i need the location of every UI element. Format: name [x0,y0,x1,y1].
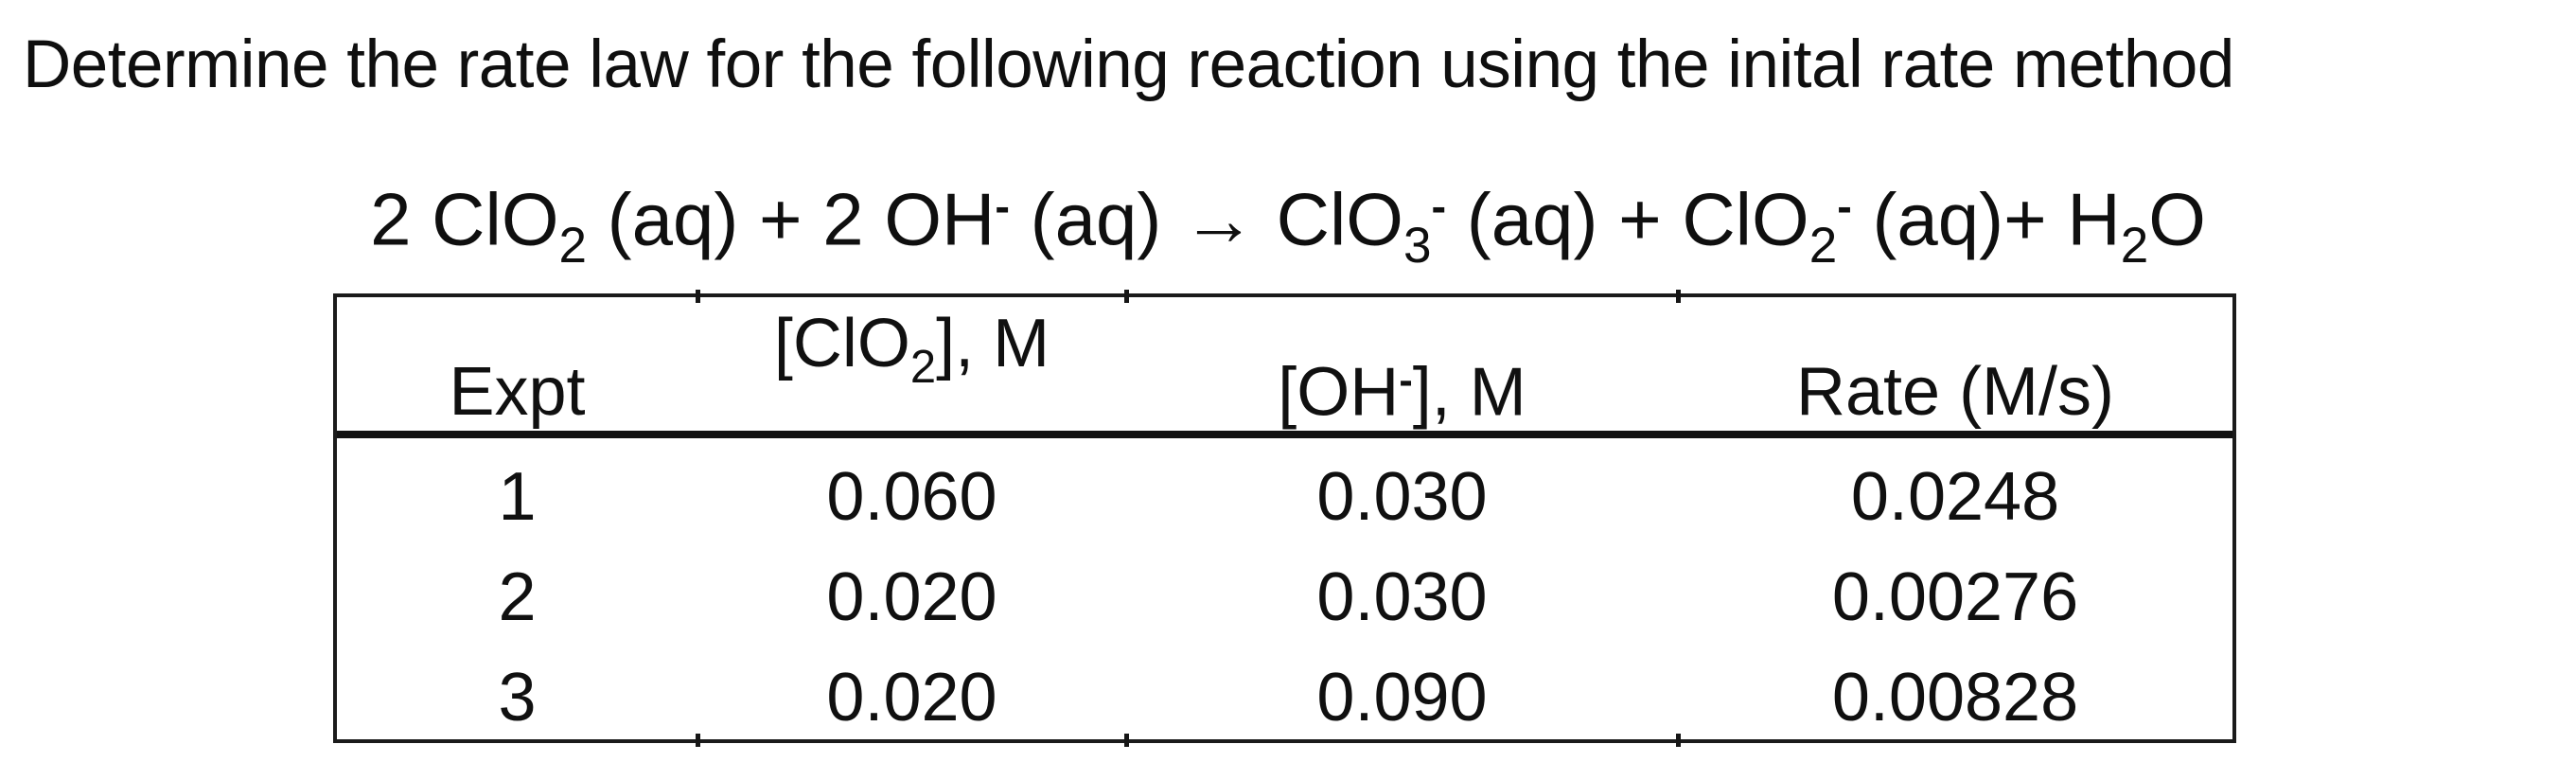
table-cell: 0.0248 [1850,459,2060,535]
rate-data-table: Expt [ClO2], M [OH-], M Rate (M/s) 1 0.06… [333,290,2236,747]
table-row: 1 0.060 0.030 0.0248 [337,438,2232,539]
header-rate: Rate (M/s) [1795,354,2115,430]
table-cell: 0.00828 [1831,660,2079,735]
column-divider-tick [1676,290,1681,303]
problem-statement: Determine the rate law for the following… [23,27,2234,102]
column-divider-tick [1676,734,1681,747]
table-cell: 2 [498,559,537,635]
table-row: 3 0.020 0.090 0.00828 [337,639,2232,739]
table-row: 2 0.020 0.030 0.00276 [337,539,2232,639]
column-divider-tick [696,734,700,747]
table-cell: 0.00276 [1831,559,2079,635]
table-cell: 0.060 [826,459,997,535]
header-oh-concentration: [OH-], M [1278,354,1526,430]
table-cell: 0.020 [826,559,997,635]
table-cell: 0.030 [1316,559,1488,635]
header-clo2-concentration: [ClO2], M [773,305,1050,393]
column-divider-tick [1124,734,1129,747]
column-divider-tick [696,290,700,303]
table-body: 1 0.060 0.030 0.0248 2 0.020 0.030 0.00276 3 0.02… [337,438,2232,739]
table-cell: 0.030 [1316,459,1488,535]
table-cell: 3 [498,660,537,735]
table-cell: 1 [498,459,537,535]
table-header-row: Expt [ClO2], M [OH-], M Rate (M/s) [337,297,2232,438]
column-divider-tick [1124,290,1129,303]
table-cell: 0.020 [826,660,997,735]
chemical-equation: 2 ClO2 (aq) + 2 OH- (aq) → ClO3- (aq) + … [370,177,2206,274]
header-expt: Expt [449,354,586,430]
table-cell: 0.090 [1316,660,1488,735]
